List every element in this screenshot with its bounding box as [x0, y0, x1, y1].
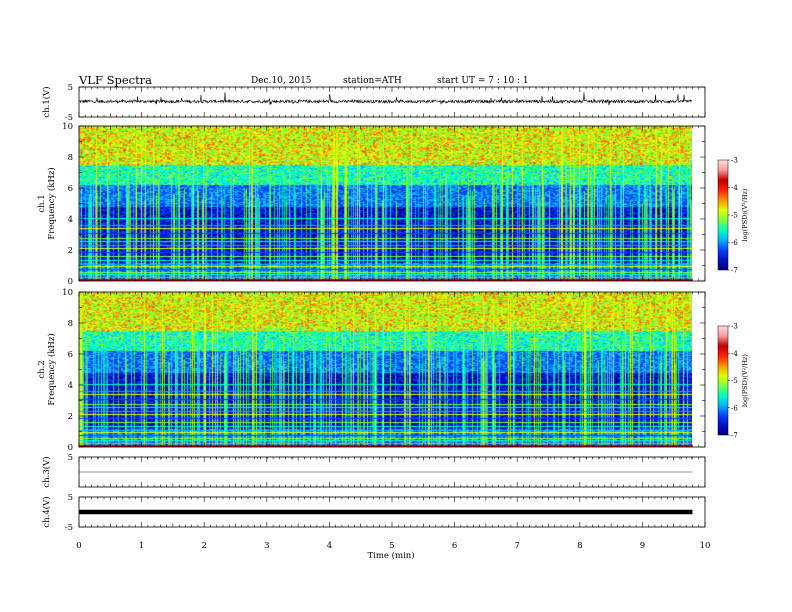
cb2-bar: [717, 325, 729, 436]
x-tick-label: 3: [264, 541, 269, 551]
ch2spec-ytick-label: 4: [68, 381, 73, 391]
x-tick-label: 5: [389, 541, 394, 551]
cb1-tick-label: -5: [731, 212, 738, 220]
cb2-tick-label: -4: [731, 350, 738, 358]
cb1-tick-label: -7: [731, 267, 738, 275]
cb1-label: log(PSD)(V²/Hz): [741, 188, 749, 241]
x-tick-label: 8: [577, 541, 582, 551]
ch4-waveform-panel: 5 -5 ch.4(V): [41, 493, 706, 533]
ch1wave-signal-line: [78, 92, 693, 106]
x-tick-label: 7: [514, 541, 519, 551]
cb1-bar: [717, 159, 729, 271]
ch1wave-ytick-label: 5: [68, 83, 73, 93]
station-label: station=ATH: [343, 76, 402, 86]
ch2spec-ylabel: ch.2Frequency (kHz): [37, 333, 57, 405]
ch3wave-ytick-label: 5: [68, 453, 73, 463]
ch2-colorbar: -3 -4 -5 -6 -7 log(PSD)(V²/Hz): [717, 323, 749, 440]
figure-title: VLF Spectra: [78, 73, 152, 87]
cb1-tick-label: -6: [731, 239, 738, 247]
ch2spec-heatmap-image: [79, 292, 692, 447]
cb1-tick-label: -3: [731, 157, 738, 165]
ch3-waveform-panel: 5 ch.3(V): [41, 453, 706, 488]
ch1spec-ylabel-line: ch.1: [37, 194, 47, 212]
cb2-tick-label: -6: [731, 404, 738, 412]
x-tick-label: 1: [139, 541, 144, 551]
cb2-label: log(PSD)(V²/Hz): [741, 354, 749, 407]
x-tick-label: 9: [640, 541, 645, 551]
x-tick-label: 2: [201, 541, 206, 551]
x-tick-label: 0: [76, 541, 81, 551]
ch4wave-ylabel-line: ch.4(V): [41, 496, 52, 527]
ch1spec-ylabel-line: Frequency (kHz): [46, 167, 57, 239]
ch1spec-ytick-label: 4: [68, 215, 73, 225]
ch1spec-ylabel: ch.1Frequency (kHz): [37, 167, 57, 239]
ch2spec-ytick-label: 8: [68, 319, 73, 329]
ch1spec-ytick-label: 6: [68, 184, 73, 194]
cb2-tick-label: -5: [731, 377, 738, 385]
ch2spec-ytick-label: 6: [68, 350, 73, 360]
ch1spec-ytick-label: 8: [68, 153, 73, 163]
cb2-tick-label: -7: [731, 432, 738, 440]
start-time-label: start UT = 7 : 10 : 1: [437, 76, 529, 86]
ch1wave-ylabel: ch.1(V): [41, 86, 52, 117]
x-tick-label: 6: [452, 541, 457, 551]
ch3wave-ylabel: ch.3(V): [41, 456, 52, 487]
ch1spec-ytick-label: 10: [62, 122, 73, 132]
ch1-waveform-panel: 5 -5 ch.1(V): [41, 83, 706, 123]
ch1-colorbar: -3 -4 -5 -6 -7 log(PSD)(V²/Hz): [717, 157, 749, 275]
x-tick-label: 4: [327, 541, 332, 551]
date-label: Dec.10, 2015: [251, 76, 312, 86]
ch2spec-ylabel-line: ch.2: [37, 360, 47, 378]
cb2-tick-label: -3: [731, 323, 738, 331]
ch1wave-ylabel-line: ch.1(V): [41, 86, 52, 117]
ch2spec-ytick-label: 0: [68, 443, 73, 453]
ch1spec-heatmap-image: [79, 126, 692, 281]
ch2spec-ytick-label: 10: [62, 288, 73, 298]
ch2spec-ylabel-line: Frequency (kHz): [46, 333, 57, 405]
ch4wave-ylabel: ch.4(V): [41, 496, 52, 527]
ch1-spectrogram-panel: 0 2 4 6 8 10 ch.1Frequency (kHz): [37, 122, 706, 287]
ch1spec-ytick-label: 0: [68, 277, 73, 287]
ch4wave-ytick-label: 5: [68, 493, 73, 503]
ch1wave-ytick-label: -5: [65, 113, 73, 123]
ch1spec-ytick-label: 2: [68, 246, 73, 256]
time-axis: 0 1 2 3 4 5 6 7 8 9 10 Time (min): [76, 541, 710, 561]
ch2-spectrogram-panel: 0 2 4 6 8 10 ch.2Frequency (kHz): [37, 288, 706, 453]
ch4wave-ytick-label: -5: [65, 523, 73, 533]
x-tick-label: 10: [700, 541, 711, 551]
x-axis-label: Time (min): [367, 550, 414, 561]
cb1-tick-label: -4: [731, 184, 738, 192]
ch3wave-ylabel-line: ch.3(V): [41, 456, 52, 487]
ch2spec-ytick-label: 2: [68, 412, 73, 422]
